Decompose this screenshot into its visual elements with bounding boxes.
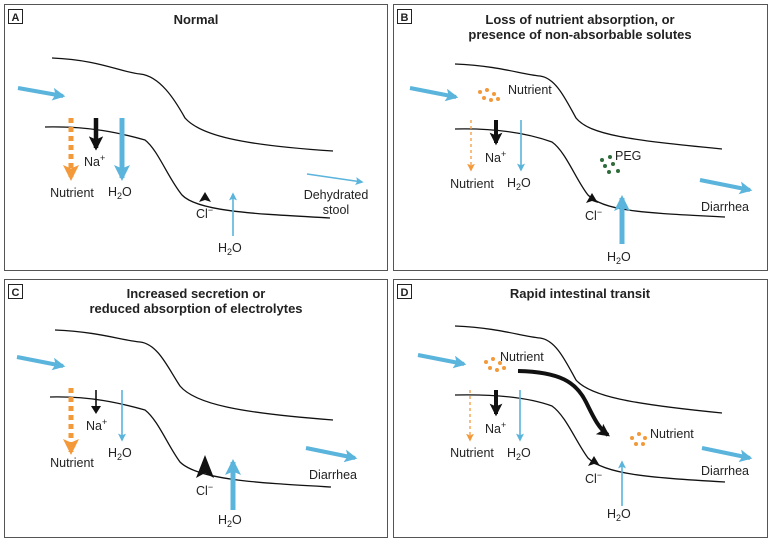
panel-d: D Rapid intestinal transit Nutrient Nutr… — [393, 279, 768, 538]
panel-d-lumen-lower-wall — [454, 394, 726, 483]
panel-d-letter-box — [397, 284, 412, 299]
panel-a-nutrient-label: Nutrient — [50, 186, 94, 200]
panel-b-lumen-lower-wall — [454, 128, 726, 218]
panel-d-letter: D — [401, 287, 409, 299]
panel-b-na-label: Na+ — [485, 149, 506, 165]
panel-b-cl-secretion-arrowhead — [586, 193, 598, 203]
panel-d-cl-secretion-arrowhead — [588, 456, 600, 466]
panel-a-lumen-lower-wall — [44, 126, 331, 219]
panel-b-lumen-upper-wall — [454, 63, 723, 150]
panel-d-nutrient-downstream-particles — [630, 432, 647, 446]
panel-b: B Loss of nutrient absorption, or presenc… — [393, 4, 768, 271]
panel-a-letter-box — [8, 9, 23, 24]
panel-b-nutrient-label: Nutrient — [450, 177, 494, 191]
panel-c: C Increased secretion or reduced absorpti… — [4, 279, 388, 538]
panel-c-border — [4, 279, 388, 538]
panel-d-outcome-label: Diarrhea — [701, 464, 749, 478]
panel-a-cl-label: Cl− — [196, 205, 213, 221]
panel-b-border — [393, 4, 768, 271]
panel-c-cl-label: Cl− — [196, 482, 213, 498]
panel-c-lumen-lower-wall — [49, 396, 332, 488]
panel-b-h2o-secretion-label: H2O — [607, 250, 631, 266]
panel-c-na-label: Na+ — [86, 417, 107, 433]
panel-c-outcome-label: Diarrhea — [309, 468, 357, 482]
panel-c-lumen-upper-wall — [54, 329, 334, 421]
panel-b-title: Loss of nutrient absorption, or presence … — [468, 12, 691, 42]
panel-d-nutrient-label: Nutrient — [450, 446, 494, 460]
panel-a-border — [4, 4, 388, 271]
panel-a-cl-secretion-arrowhead — [199, 192, 211, 202]
panel-a-outcome-label: Dehydrated stool — [304, 188, 369, 217]
panel-c-cl-secretion-arrowhead — [196, 455, 214, 478]
panel-a-h2o-label: H2O — [108, 185, 132, 201]
panel-c-letter: C — [12, 287, 20, 299]
panel-b-nutrient-lumen-label: Nutrient — [508, 83, 552, 97]
panel-c-title: Increased secretion or reduced absorption… — [89, 286, 302, 316]
panel-b-letter: B — [401, 12, 409, 24]
panel-c-na-arrowhead — [91, 406, 101, 414]
panel-b-diarrhea-arrow — [699, 178, 753, 195]
panel-a-letter: A — [12, 12, 20, 24]
panel-c-h2o-label: H2O — [108, 446, 132, 462]
panel-d-na-label: Na+ — [485, 420, 506, 436]
panel-d-inflow-arrow — [417, 353, 467, 369]
panel-d-nutrient-lumen-label: Nutrient — [500, 350, 544, 364]
panel-a-h2o-secretion-label: H2O — [218, 241, 242, 257]
panel-d-title: Rapid intestinal transit — [510, 286, 651, 301]
panel-b-cl-label: Cl− — [585, 207, 602, 223]
panel-d-cl-label: Cl− — [585, 470, 602, 486]
panel-d-border — [393, 279, 768, 538]
panel-a: A Normal Nutrient Na+ H2O Cl− H2O Dehydr… — [4, 4, 388, 271]
panel-c-nutrient-label: Nutrient — [50, 456, 94, 470]
panel-d-lumen-upper-wall — [454, 325, 723, 414]
panel-a-dehydrated-stool-arrow — [306, 173, 364, 186]
panel-a-na-label: Na+ — [84, 153, 105, 169]
panel-a-lumen-upper-wall — [51, 57, 334, 152]
panel-b-peg-particles — [600, 155, 620, 174]
panel-b-inflow-arrow — [409, 86, 459, 102]
panel-d-h2o-secretion-label: H2O — [607, 507, 631, 523]
panel-d-nutrient-particles — [484, 357, 506, 372]
panel-a-inflow-arrow — [17, 86, 66, 101]
panel-d-rapid-transit-arrow — [517, 369, 610, 437]
panel-b-h2o-label: H2O — [507, 176, 531, 192]
panel-b-letter-box — [397, 9, 412, 24]
panel-c-h2o-secretion-label: H2O — [218, 513, 242, 529]
panel-b-outcome-label: Diarrhea — [701, 200, 749, 214]
panel-c-inflow-arrow — [16, 355, 66, 371]
panel-c-diarrhea-arrow — [305, 446, 358, 463]
panel-d-h2o-label: H2O — [507, 446, 531, 462]
panel-a-title: Normal — [174, 12, 219, 27]
panel-c-letter-box — [8, 284, 23, 299]
panel-d-diarrhea-arrow — [701, 446, 753, 463]
panel-b-nutrient-particles — [478, 88, 500, 102]
panel-b-peg-label: PEG — [615, 149, 641, 163]
panel-d-nutrient-downstream-label: Nutrient — [650, 427, 694, 441]
